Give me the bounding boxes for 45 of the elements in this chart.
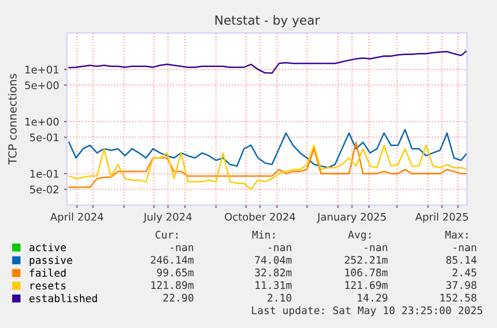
text: Last update: Sat May 10 23:25:00 2025 <box>252 306 482 316</box>
text: 99.65m <box>157 268 194 276</box>
text: -nan <box>268 245 292 252</box>
text: 252.21m <box>344 256 388 264</box>
y-tick-label: 1e+00 <box>25 118 59 126</box>
text: 246.14m <box>150 256 194 264</box>
y-tick-label: 5e-01 <box>30 133 58 142</box>
text: Avg: <box>348 230 370 241</box>
text: 152.58 <box>440 294 476 302</box>
y-tick-label: 5e+00 <box>25 81 59 90</box>
text: Cur: <box>156 230 178 239</box>
line-series <box>68 50 467 74</box>
x-tick-label: October 2024 <box>224 212 296 221</box>
legend-label: resets <box>30 282 66 290</box>
text: -nan <box>364 245 388 252</box>
text: 121.89m <box>151 281 194 290</box>
x-tick-label: April 2024 <box>50 212 104 223</box>
text: 106.78m <box>345 268 388 276</box>
text: 22.90 <box>163 294 194 302</box>
y-tick-label: 1e-01 <box>30 170 58 178</box>
y-axis-title: TCP connections <box>8 74 17 165</box>
text: Min: <box>252 230 274 238</box>
text: 2.45 <box>452 268 476 276</box>
text: 11.31m <box>256 281 292 290</box>
line-series <box>68 128 467 168</box>
chart-title: Netstat - by year <box>215 15 320 28</box>
text: -nan <box>170 245 194 252</box>
legend-label: established <box>29 294 97 302</box>
y-tick-label: 5e-02 <box>30 186 58 194</box>
text: 32.82m <box>255 268 292 276</box>
text: 85.14 <box>446 256 477 264</box>
text: -nan <box>454 245 476 252</box>
text: 2.10 <box>268 294 292 302</box>
legend-label: passive <box>30 256 72 266</box>
text: 74.04m <box>255 256 292 264</box>
x-tick-label: July 2024 <box>143 212 192 223</box>
legend-label: active <box>30 243 66 252</box>
y-tick-label: 1e+01 <box>25 66 58 74</box>
legend-label: failed <box>30 268 66 277</box>
text: 37.98 <box>446 281 476 290</box>
x-tick-label: April 2025 <box>415 212 468 223</box>
text: 121.69m <box>345 281 388 290</box>
text: Max: <box>445 230 468 239</box>
text: 14.29 <box>358 294 388 302</box>
x-tick-label: January 2025 <box>316 212 386 223</box>
